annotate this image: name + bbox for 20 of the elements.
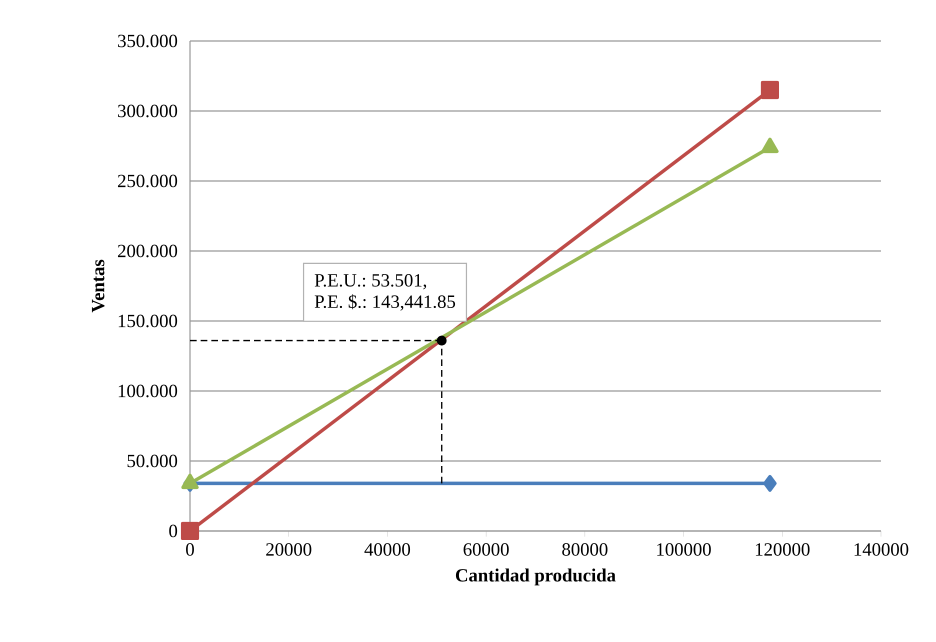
y-tick-label: 300.000 [118,104,178,118]
x-tick-label: 20000 [266,543,312,556]
annotation: P.E.U.: 53.501, [314,274,426,290]
x-tick-label: 140000 [854,543,908,556]
x-tick-label: 120000 [756,543,810,556]
y-tick-label: 100.000 [118,384,178,398]
y-tick-label: 50.000 [128,454,178,468]
y-tick-label: 150.000 [118,314,178,328]
x-tick-label: 40000 [364,543,410,556]
y-tick-label: 250.000 [118,174,178,188]
y-tick-label: 350.000 [118,34,178,48]
y-tick-label: 0 [169,524,178,538]
y-tick-label: 200.000 [118,244,178,258]
x-tick-label: 60000 [464,543,509,556]
y-axis-title: Ventas [92,260,104,312]
x-tick-label: 100000 [657,543,711,556]
x-tick-label: 80000 [562,543,608,556]
x-axis-title: Cantidad producida [456,568,616,586]
annotation: P.E. $.: 143,441.85 [314,294,456,311]
x-tick-label: 0 [186,543,194,556]
